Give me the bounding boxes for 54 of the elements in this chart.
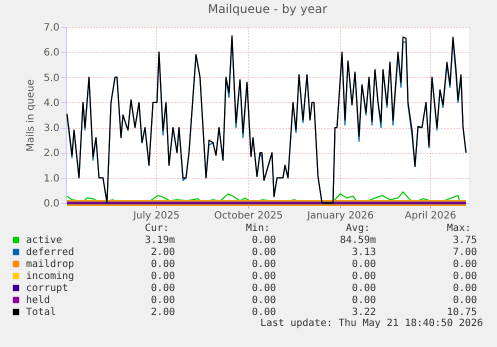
text: 0.00 bbox=[352, 259, 376, 270]
text: 3.22 bbox=[352, 307, 376, 318]
text: Max: bbox=[446, 223, 471, 234]
text: 0.00 bbox=[452, 271, 477, 282]
text: Min: bbox=[246, 223, 270, 234]
text: 0.00 bbox=[150, 259, 175, 270]
y-axis-title: Mails in queue bbox=[26, 79, 37, 152]
text: 2.00 bbox=[150, 247, 175, 258]
x-tick-label: January 2026 bbox=[306, 210, 374, 222]
text: Avg: bbox=[346, 223, 370, 234]
y-tick-label: 1.0 bbox=[44, 173, 60, 184]
text: 0.00 bbox=[352, 295, 376, 306]
text: Last update: Thu May 21 18:40:50 2026 bbox=[260, 318, 483, 329]
text: 0.00 bbox=[452, 295, 477, 306]
text: Cur: bbox=[144, 223, 169, 234]
text: 0.00 bbox=[150, 271, 175, 282]
text: 0.00 bbox=[352, 283, 376, 294]
y-tick-label: 6.0 bbox=[44, 48, 60, 59]
text: 10.75 bbox=[446, 307, 477, 318]
text: 3.13 bbox=[352, 247, 376, 258]
text: 3.19m bbox=[144, 235, 175, 246]
text: 0.00 bbox=[252, 307, 276, 318]
legend-label: held bbox=[26, 295, 50, 306]
legend-label: Total bbox=[26, 307, 56, 318]
text: 0.00 bbox=[252, 259, 276, 270]
text: 0.00 bbox=[252, 271, 276, 282]
legend-label: deferred bbox=[26, 247, 74, 258]
text: 0.00 bbox=[252, 235, 276, 246]
text: 2.00 bbox=[150, 307, 175, 318]
legend-label: active bbox=[26, 235, 62, 246]
text: 0.00 bbox=[150, 283, 175, 294]
text: 0.00 bbox=[252, 247, 276, 258]
y-tick-label: 4.0 bbox=[44, 98, 60, 109]
legend-label: incoming bbox=[26, 271, 74, 282]
y-tick-label: 0.0 bbox=[44, 198, 60, 210]
text: 7.00 bbox=[452, 247, 477, 258]
text: 0.00 bbox=[252, 295, 276, 306]
legend-label: maildrop bbox=[26, 259, 74, 270]
text: 0.00 bbox=[252, 283, 276, 294]
text: 0.00 bbox=[352, 271, 376, 282]
text: 3.75 bbox=[452, 235, 477, 246]
x-tick-label: April 2026 bbox=[404, 210, 456, 222]
x-tick-label: July 2025 bbox=[132, 210, 180, 222]
y-tick-label: 2.0 bbox=[44, 148, 60, 160]
y-tick-label: 7.0 bbox=[44, 22, 60, 34]
text: 0.00 bbox=[452, 259, 477, 270]
text: 84.59m bbox=[340, 235, 376, 246]
legend-label: corrupt bbox=[26, 283, 68, 294]
text: 0.00 bbox=[452, 283, 477, 294]
x-tick-label: October 2025 bbox=[214, 210, 283, 222]
text: 0.00 bbox=[150, 295, 175, 306]
chart-title: Mailqueue - by year bbox=[208, 2, 328, 16]
y-tick-label: 3.0 bbox=[44, 123, 60, 134]
y-tick-label: 5.0 bbox=[44, 72, 60, 84]
